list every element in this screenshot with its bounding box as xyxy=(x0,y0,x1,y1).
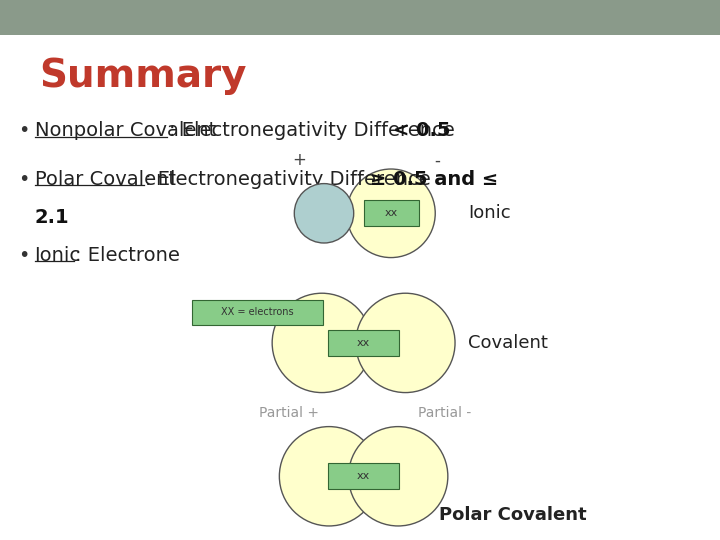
Text: Summary: Summary xyxy=(40,57,247,94)
Text: Ionic: Ionic xyxy=(468,204,510,222)
Bar xyxy=(0,0,720,35)
Text: Partial -: Partial - xyxy=(418,406,471,420)
Text: xx: xx xyxy=(357,471,370,481)
Text: +: + xyxy=(292,151,306,170)
Text: ≥ 0.5 and ≤: ≥ 0.5 and ≤ xyxy=(370,170,498,189)
Text: < 0.5: < 0.5 xyxy=(393,122,451,140)
Text: xx: xx xyxy=(385,208,398,218)
Text: : Electrone: : Electrone xyxy=(75,246,180,265)
Text: -: - xyxy=(434,151,440,170)
Text: Partial +: Partial + xyxy=(259,406,319,420)
Text: Polar Covalent: Polar Covalent xyxy=(439,506,587,524)
Text: Ionic: Ionic xyxy=(35,246,81,265)
Text: Polar Covalent: Polar Covalent xyxy=(35,170,176,189)
Text: •: • xyxy=(18,246,30,265)
Ellipse shape xyxy=(279,427,379,526)
Text: : Electronegativity Difference: : Electronegativity Difference xyxy=(145,170,437,189)
FancyBboxPatch shape xyxy=(328,463,399,489)
Text: •: • xyxy=(18,122,30,140)
FancyBboxPatch shape xyxy=(328,330,399,356)
Ellipse shape xyxy=(347,169,435,258)
Text: XX = electrons: XX = electrons xyxy=(221,307,294,317)
Ellipse shape xyxy=(348,427,448,526)
Ellipse shape xyxy=(356,293,455,393)
FancyBboxPatch shape xyxy=(192,300,323,325)
Text: 2.1: 2.1 xyxy=(35,208,69,227)
Text: : Electronegativity Difference: : Electronegativity Difference xyxy=(168,122,461,140)
Text: •: • xyxy=(18,170,30,189)
Text: Covalent: Covalent xyxy=(468,334,548,352)
FancyBboxPatch shape xyxy=(364,200,419,226)
Text: Nonpolar Covalent: Nonpolar Covalent xyxy=(35,122,216,140)
Ellipse shape xyxy=(294,184,354,243)
Text: xx: xx xyxy=(357,338,370,348)
Ellipse shape xyxy=(272,293,372,393)
